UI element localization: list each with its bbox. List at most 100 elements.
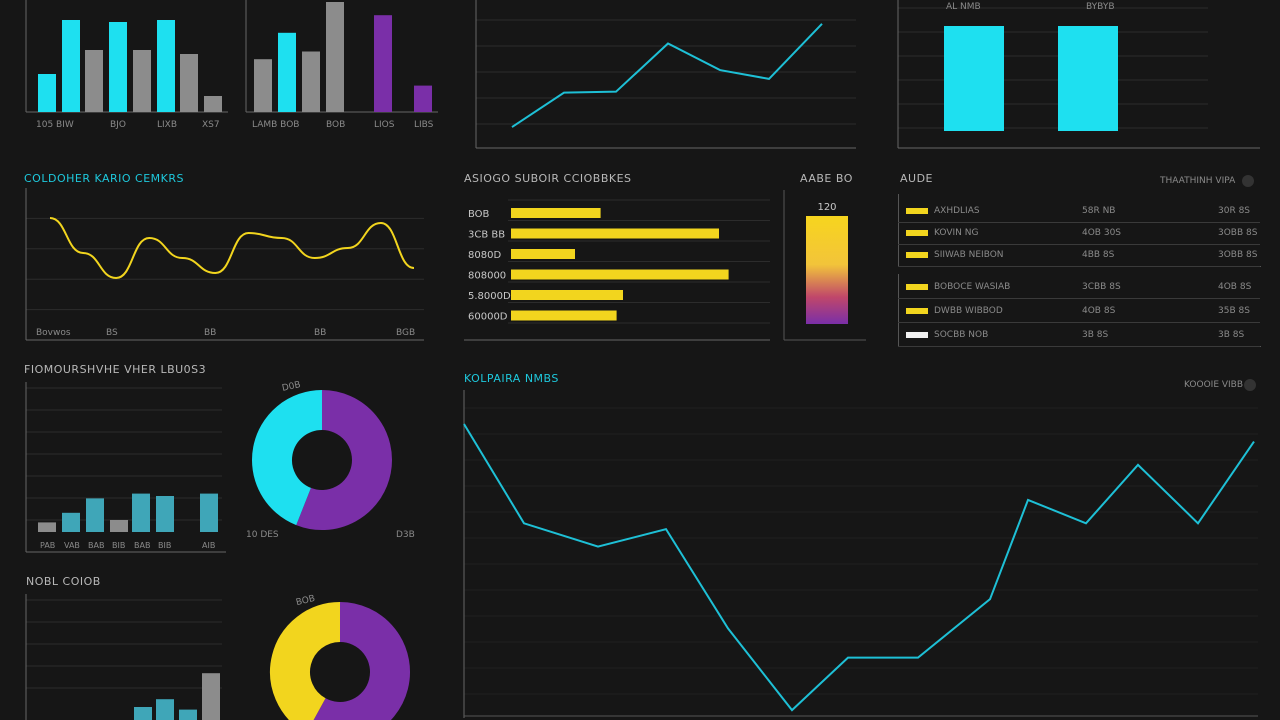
bar xyxy=(200,493,218,532)
data-line xyxy=(49,217,415,280)
donut-hole xyxy=(311,643,369,701)
row-value-2: 4OB 8S xyxy=(1218,282,1252,292)
bar xyxy=(511,290,623,300)
bar xyxy=(278,32,296,112)
row-name: SOCBB NOB xyxy=(934,330,989,340)
x-tick-label: BB xyxy=(314,328,327,338)
row-swatch xyxy=(906,332,928,338)
table-toggle-switch[interactable] xyxy=(1242,175,1254,187)
series-header-right: BYBYB xyxy=(1086,2,1115,12)
row-value-2: 3B 8S xyxy=(1218,330,1245,340)
bar xyxy=(202,673,220,720)
bar xyxy=(414,85,432,112)
wave-line-chart-svg xyxy=(25,188,424,341)
x-tick-label: Bovwos xyxy=(36,328,71,338)
bar-chart-top-left-svg xyxy=(25,0,228,113)
bar-chart-top-second: LAMB BOB BOB LIOS LIBS xyxy=(244,0,440,135)
x-tick-label: BAB xyxy=(134,541,150,550)
bar xyxy=(180,54,198,112)
donut-panel-2: NOBL COIOB BOB xyxy=(24,572,440,720)
bar xyxy=(511,249,575,259)
row-value-1: 3B 8S xyxy=(1082,330,1109,340)
table-toggle-label: THAATHINH VIPA xyxy=(1160,176,1236,186)
table-row[interactable]: KOVIN NG 4OB 30S 3OBB 8S xyxy=(898,224,1260,245)
big-line-chart-svg xyxy=(463,390,1258,718)
row-swatch xyxy=(906,208,928,214)
gauge-panel: AABE BO 120 xyxy=(782,168,868,344)
x-tick-label: PAB xyxy=(40,541,55,550)
x-tick-label: BGB xyxy=(396,328,416,338)
bar xyxy=(38,74,56,112)
row-value-2: 3OBB 8S xyxy=(1218,250,1258,260)
big-line-toggle-switch[interactable] xyxy=(1244,379,1256,391)
bar xyxy=(374,15,392,113)
data-line xyxy=(463,423,1255,712)
hbar-chart-title: ASIOGO SUBOIR CCIOBBKES xyxy=(464,172,632,185)
donut-slice xyxy=(270,602,342,720)
y-tick-label: BOB xyxy=(468,209,490,220)
bar xyxy=(511,208,601,218)
row-swatch xyxy=(906,308,928,314)
table-row[interactable]: BOBOCE WASIAB 3CBB 8S 4OB 8S xyxy=(898,278,1260,299)
table-title: AUDE xyxy=(900,172,933,185)
wave-chart-title: COLDOHER KARIO CEMKRS xyxy=(24,172,185,185)
row-value-1: 4OB 30S xyxy=(1082,228,1122,238)
table-row[interactable]: AXHDLIAS 58R NB 30R 8S xyxy=(898,202,1260,223)
bar xyxy=(156,699,174,720)
bar xyxy=(511,269,729,280)
table-row[interactable]: DWBB WIBBOD 4OB 8S 35B 8S xyxy=(898,302,1260,323)
x-tick-label: BIB xyxy=(112,541,125,550)
big-line-title: KOLPAIRA NMBS xyxy=(464,372,559,385)
donut-panel-1: FIOMOURSHVHE VHER LBU0S3 PAB VAB BAB BIB BAB… xyxy=(24,360,440,560)
row-value-1: 58R NB xyxy=(1082,206,1116,216)
row-name: SIIWAB NEIBON xyxy=(934,250,1004,260)
bar xyxy=(1058,26,1118,131)
bar xyxy=(110,520,128,532)
x-tick-label: BJO xyxy=(110,120,126,130)
row-value-1: 4BB 8S xyxy=(1082,250,1115,260)
row-value-2: 30R 8S xyxy=(1218,206,1251,216)
horizontal-bar-chart-svg: BOB 3CB BB 8080D 808000 5.8000D 60000D xyxy=(464,199,770,341)
gauge-value-label: 120 xyxy=(817,202,836,213)
bar xyxy=(944,26,1004,131)
bar xyxy=(85,50,103,112)
row-value-1: 4OB 8S xyxy=(1082,306,1116,316)
x-tick-label: LAMB BOB xyxy=(252,120,300,130)
bar xyxy=(157,20,175,112)
donut2-svg xyxy=(25,594,410,720)
donut-slice xyxy=(296,390,392,530)
bar xyxy=(86,498,104,532)
donut1-title: FIOMOURSHVHE VHER LBU0S3 xyxy=(24,363,207,376)
donut1-svg: PAB VAB BAB BIB BAB BIB AIB xyxy=(25,382,392,553)
series-header-left: AL NMB xyxy=(946,2,981,12)
donut-hole xyxy=(294,432,350,488)
bar xyxy=(62,20,80,112)
x-tick-label: BOB xyxy=(326,120,346,130)
gauge-svg: 120 xyxy=(783,190,866,341)
x-tick-label: VAB xyxy=(64,541,80,550)
x-tick-label: AIB xyxy=(202,541,215,550)
bar xyxy=(38,522,56,532)
bar xyxy=(179,709,197,720)
row-name: KOVIN NG xyxy=(934,228,979,238)
row-name: AXHDLIAS xyxy=(934,206,980,216)
line-chart-top xyxy=(464,0,860,152)
row-value-1: 3CBB 8S xyxy=(1082,282,1121,292)
horizontal-bar-chart: ASIOGO SUBOIR CCIOBBKES BOB 3CB BB 8080D 80… xyxy=(464,168,774,344)
wave-line-chart: COLDOHER KARIO CEMKRS Bovwos BS BB BB BG… xyxy=(24,168,426,344)
data-table-panel: AUDE THAATHINH VIPA AXHDLIAS 58R NB 30R 8S… xyxy=(898,168,1262,348)
bar xyxy=(134,707,152,720)
table-row[interactable]: SIIWAB NEIBON 4BB 8S 3OBB 8S xyxy=(898,246,1260,267)
row-swatch xyxy=(906,252,928,258)
big-line-chart: KOLPAIRA NMBS KOOOIE VIBB xyxy=(462,368,1262,720)
table-row[interactable]: SOCBB NOB 3B 8S 3B 8S xyxy=(898,326,1260,347)
bar xyxy=(204,96,222,112)
bar xyxy=(109,22,127,112)
x-tick-label: XS7 xyxy=(202,120,220,130)
bar-chart-top-right-svg xyxy=(897,0,1260,149)
gauge-fill xyxy=(806,216,848,324)
row-name: DWBB WIBBOD xyxy=(934,306,1003,316)
bar xyxy=(254,59,272,112)
x-tick-label: LIBS xyxy=(414,120,434,130)
big-line-toggle-label: KOOOIE VIBB xyxy=(1184,380,1244,390)
